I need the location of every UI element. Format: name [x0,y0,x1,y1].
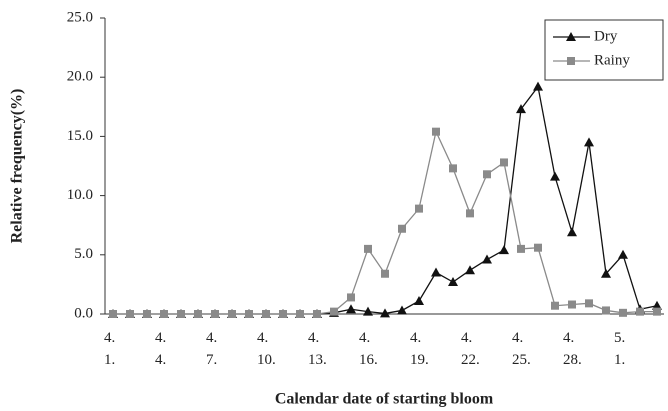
x-tick-label: 4. 19. [410,330,429,368]
y-axis-label: Relative frequency(%) [9,89,26,244]
marker [533,81,543,91]
marker [482,254,492,264]
x-axis-label: Calendar date of starting bloom [275,391,494,408]
legend-box [544,19,664,81]
marker [449,164,457,173]
marker [313,310,321,318]
marker [415,204,423,213]
marker [601,268,611,278]
marker [363,306,373,316]
marker [568,300,576,309]
x-tick-label: 4. 16. [359,330,378,368]
y-tick-label: 10.0 [67,187,93,203]
marker [414,295,424,305]
marker [296,310,304,318]
marker [618,249,628,259]
x-tick-label: 4. 1. [104,330,116,368]
marker [432,127,440,136]
marker [398,224,406,233]
marker [652,300,662,310]
marker [211,310,219,318]
marker [279,310,287,318]
marker [466,209,474,218]
marker [551,301,559,310]
y-tick-label: 15.0 [67,128,93,144]
marker [347,293,355,302]
y-tick-label: 0.0 [74,305,93,321]
marker [381,269,389,278]
marker [330,307,338,316]
marker [500,158,508,167]
x-tick-label: 5. 1. [614,330,626,368]
series-line [113,85,658,315]
marker [465,265,475,275]
marker [262,310,270,318]
y-tick-label: 5.0 [74,246,93,262]
marker [380,308,390,318]
marker [245,310,253,318]
marker [602,306,610,315]
marker [194,310,202,318]
marker [566,32,576,41]
x-tick-label: 4. 10. [257,330,276,368]
marker [619,308,627,317]
marker [177,310,185,318]
series-line [113,129,657,315]
y-tick-label: 20.0 [67,69,93,85]
x-tick-label: 4. 13. [308,330,327,368]
marker [160,310,168,318]
x-tick-label: 4. 28. [563,330,582,368]
x-tick-label: 4. 22. [461,330,480,368]
marker [584,137,594,147]
marker [653,307,661,316]
marker [499,245,509,255]
marker [483,170,491,179]
marker [567,227,577,237]
marker [448,277,458,287]
x-tick-label: 4. 7. [206,330,218,368]
marker [143,310,151,318]
marker [109,310,117,318]
x-tick-label: 4. 25. [512,330,531,368]
marker [431,267,441,277]
marker [636,307,644,316]
y-tick-label: 25.0 [67,9,93,25]
x-tick-label: 4. 4. [155,330,167,368]
legend-label: Dry [594,28,618,44]
marker [346,304,356,314]
marker [517,244,525,253]
marker [397,305,407,315]
marker [585,299,593,308]
marker [550,171,560,181]
marker [364,244,372,253]
marker [534,243,542,252]
marker [516,104,526,114]
marker [567,57,575,65]
legend-label: Rainy [594,52,630,68]
marker [126,310,134,318]
marker [228,310,236,318]
